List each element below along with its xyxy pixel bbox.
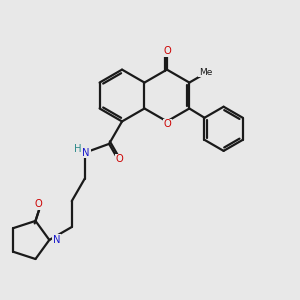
Text: N: N xyxy=(53,235,60,245)
Text: N: N xyxy=(82,148,90,158)
Text: O: O xyxy=(116,154,123,164)
Text: Me: Me xyxy=(199,68,212,76)
Text: H: H xyxy=(74,144,82,154)
Text: O: O xyxy=(164,119,171,129)
Text: O: O xyxy=(163,46,171,56)
Text: O: O xyxy=(35,199,43,209)
